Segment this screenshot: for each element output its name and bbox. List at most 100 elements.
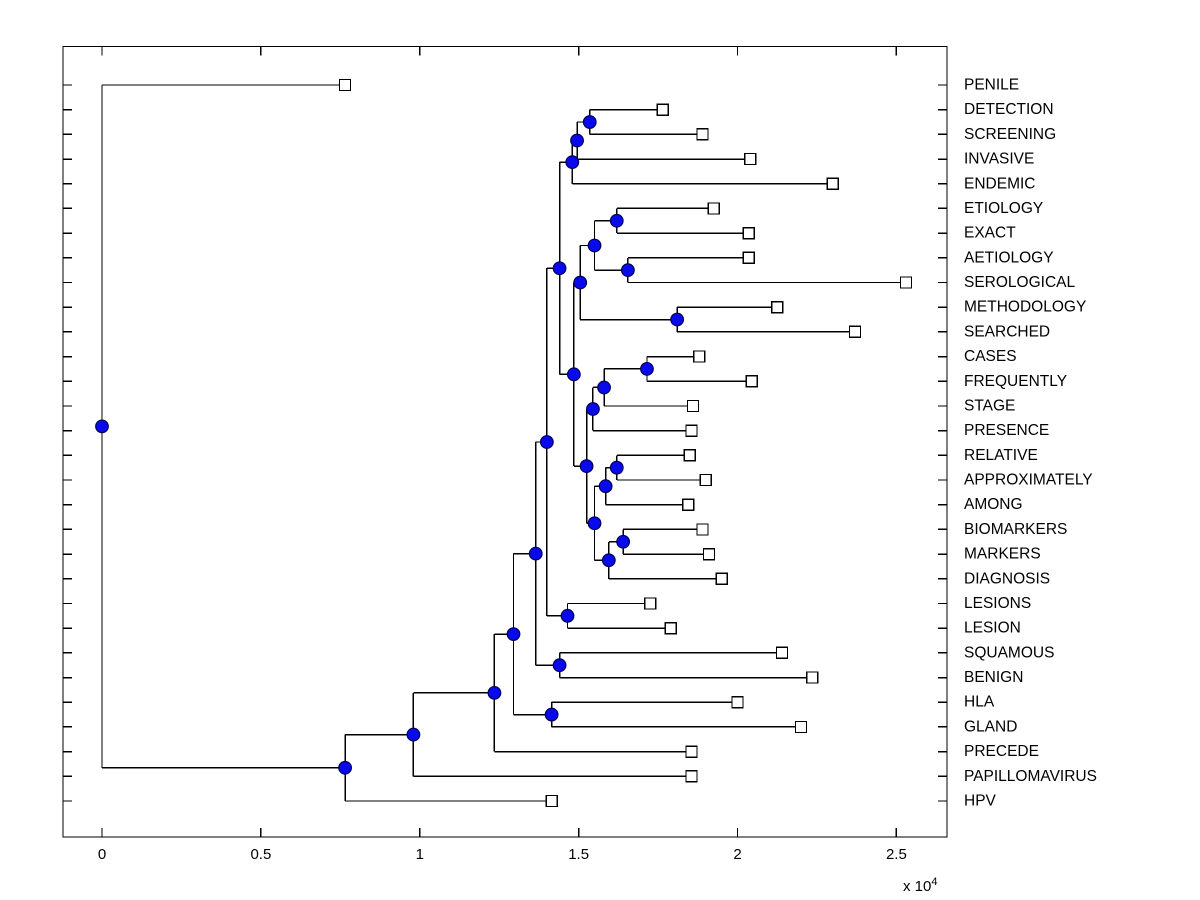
leaf-marker	[715, 572, 728, 585]
leaf-label: DETECTION	[964, 101, 1054, 118]
leaf-label: RELATIVE	[964, 447, 1038, 464]
leaf-marker	[685, 424, 698, 437]
internal-node-marker	[582, 115, 597, 129]
x-axis-multiplier-label: x 104	[903, 876, 937, 895]
leaf-marker	[683, 449, 697, 462]
x-axis-tick-label: 0	[98, 846, 106, 863]
leaf-label: PRESENCE	[964, 422, 1049, 439]
internal-node-marker	[570, 133, 584, 148]
internal-node-marker	[609, 460, 624, 475]
internal-node-marker	[598, 479, 613, 494]
internal-node-marker	[544, 707, 559, 722]
leaf-label: BIOMARKERS	[964, 521, 1067, 538]
x-axis-multiplier-exponent: 4	[931, 876, 938, 888]
internal-node-marker	[528, 546, 543, 561]
leaf-marker	[685, 770, 698, 783]
leaf-label: STAGE	[964, 397, 1015, 414]
leaf-label: AMONG	[964, 496, 1023, 513]
internal-node-marker	[616, 534, 631, 549]
leaf-label: METHODOLOGY	[964, 299, 1086, 316]
internal-node-marker	[560, 608, 575, 623]
internal-node-marker	[552, 261, 567, 276]
x-axis-tick-label: 0.5	[250, 846, 271, 863]
leaf-marker	[899, 276, 913, 289]
x-axis-tick-label: 1.5	[568, 846, 589, 863]
leaf-marker	[775, 646, 789, 660]
internal-node-marker	[609, 213, 624, 228]
leaf-marker	[545, 794, 558, 808]
leaf-label: FREQUENTLY	[964, 373, 1067, 390]
leaf-marker	[664, 622, 677, 635]
leaf-marker	[685, 745, 698, 758]
internal-node-marker	[487, 685, 502, 700]
x-axis-tick-label: 2.5	[886, 846, 907, 863]
internal-node-marker	[579, 459, 594, 474]
leaf-marker	[656, 103, 669, 116]
internal-node-marker	[566, 367, 581, 382]
internal-node-marker	[601, 553, 616, 568]
leaf-label: DIAGNOSIS	[964, 570, 1050, 587]
leaf-label: LESIONS	[964, 595, 1031, 612]
leaf-marker	[771, 301, 784, 314]
leaf-label: INVASIVE	[964, 151, 1034, 168]
leaf-marker	[731, 696, 744, 709]
internal-node-marker	[95, 419, 109, 434]
leaf-label: GLAND	[964, 718, 1017, 735]
leaf-marker	[742, 226, 755, 240]
internal-node-marker	[597, 380, 611, 395]
leaf-label: EXACT	[964, 225, 1016, 242]
leaf-label: PRECEDE	[964, 743, 1039, 760]
leaf-marker	[707, 202, 720, 215]
leaf-label: AETIOLOGY	[964, 249, 1054, 266]
internal-node-marker	[640, 362, 654, 376]
leaf-label: SCREENING	[964, 126, 1056, 143]
leaf-marker	[826, 177, 839, 190]
leaf-label: BENIGN	[964, 669, 1023, 686]
leaf-label: SQUAMOUS	[964, 644, 1054, 661]
leaf-label: APPROXIMATELY	[964, 472, 1093, 489]
leaf-marker	[806, 671, 819, 684]
leaf-label: CASES	[964, 348, 1017, 365]
leaf-marker	[693, 350, 706, 363]
internal-node-marker	[620, 263, 635, 278]
leaf-label: HPV	[964, 793, 997, 810]
leaf-marker	[702, 547, 716, 561]
leaf-label: SEARCHED	[964, 323, 1050, 340]
x-axis-multiplier-base: x 10	[903, 878, 932, 895]
leaf-label: MARKERS	[964, 546, 1041, 563]
leaf-marker	[686, 399, 700, 413]
leaf-marker	[744, 152, 757, 166]
plot-border	[62, 45, 948, 838]
leaf-marker	[742, 251, 755, 264]
internal-node-marker	[587, 516, 602, 531]
leaf-marker	[682, 498, 695, 511]
internal-node-marker	[406, 727, 421, 742]
leaf-marker	[699, 473, 712, 487]
internal-node-marker	[565, 155, 580, 170]
leaf-marker	[696, 128, 709, 141]
leaf-label: PENILE	[964, 77, 1019, 94]
leaf-marker	[696, 523, 709, 536]
leaf-label: ETIOLOGY	[964, 200, 1043, 217]
internal-node-marker	[539, 435, 554, 449]
leaf-marker	[643, 597, 657, 610]
leaf-label: LESION	[964, 620, 1021, 637]
leaf-label: ENDEMIC	[964, 175, 1035, 192]
x-axis-tick-label: 1	[416, 846, 424, 863]
internal-node-marker	[338, 760, 352, 775]
leaf-marker	[848, 325, 862, 339]
internal-node-marker	[573, 275, 588, 290]
x-axis-tick-label: 2	[733, 846, 741, 863]
internal-node-marker	[587, 238, 602, 253]
internal-node-marker	[552, 658, 567, 673]
internal-node-marker	[670, 312, 685, 327]
leaf-label: PAPILLOMAVIRUS	[964, 768, 1097, 785]
leaf-label: SEROLOGICAL	[964, 274, 1075, 291]
leaf-marker	[338, 78, 352, 92]
leaf-marker	[745, 375, 758, 388]
leaf-marker	[794, 720, 808, 734]
leaf-label: HLA	[964, 694, 995, 711]
